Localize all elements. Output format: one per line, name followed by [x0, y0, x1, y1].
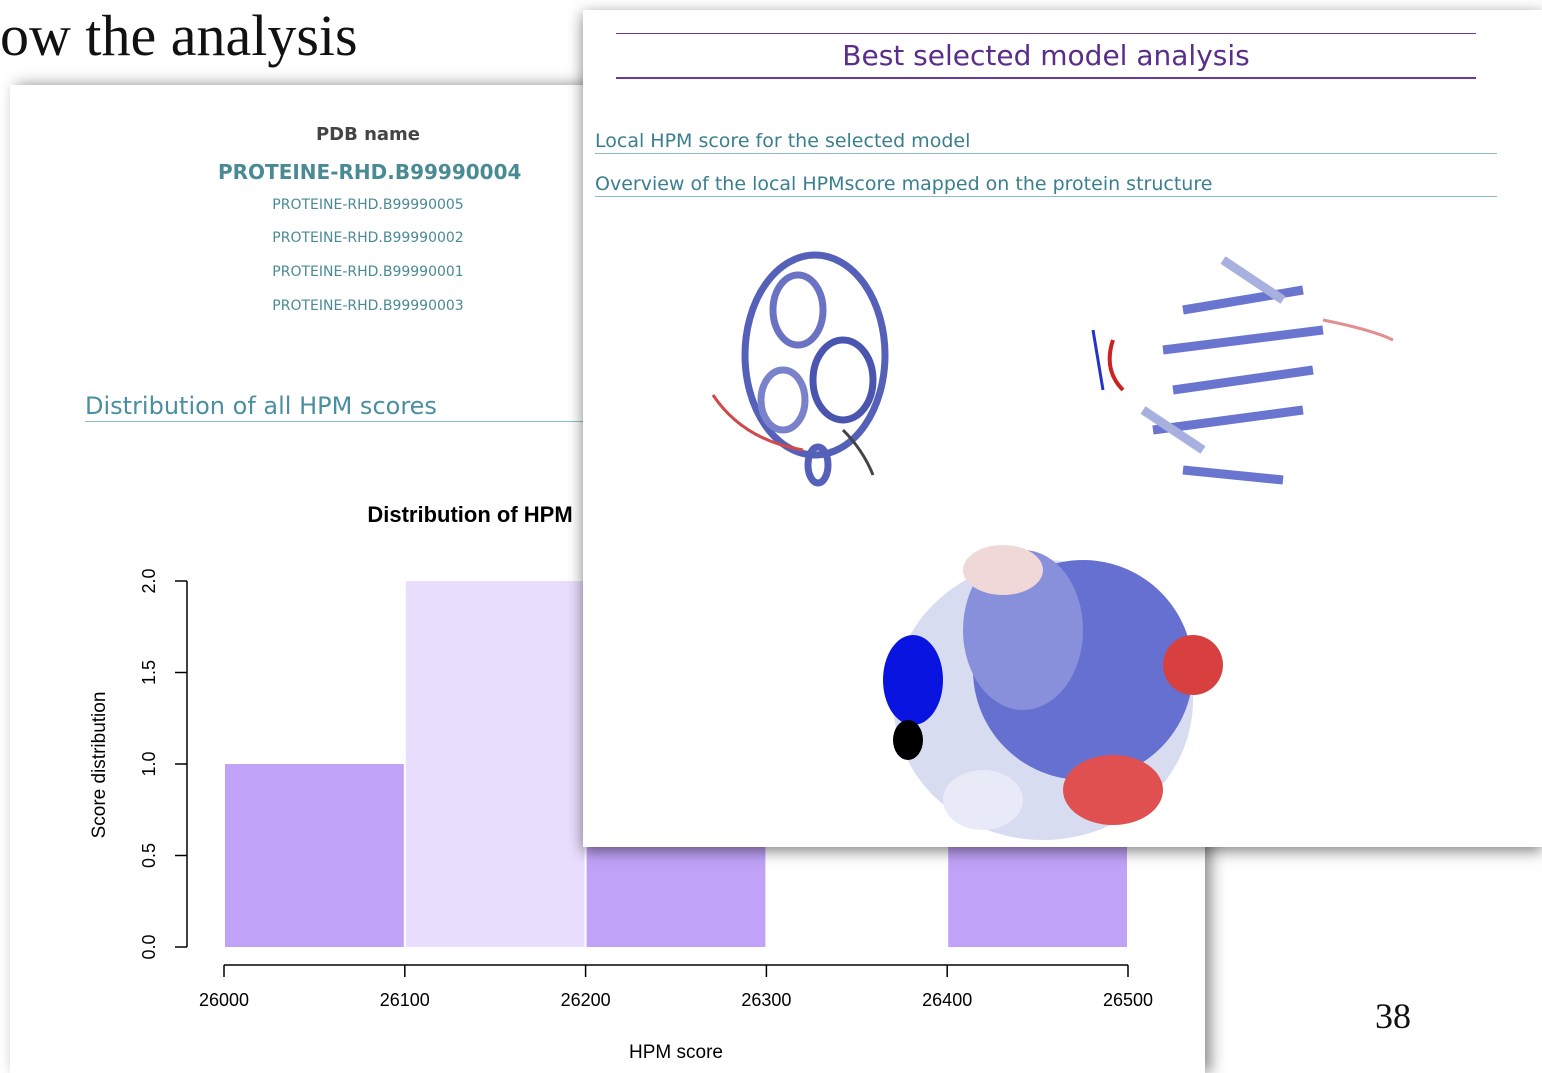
- x-tick-label: 26400: [922, 990, 972, 1010]
- protein-images: [583, 10, 1542, 847]
- x-tick-label: 26000: [199, 990, 249, 1010]
- model-analysis-panel: Best selected model analysis Local HPM s…: [583, 10, 1542, 847]
- protein-cartoon-top: [713, 255, 885, 483]
- y-tick-label: 2.0: [139, 568, 159, 593]
- bar: [406, 581, 585, 947]
- y-tick-label: 0.0: [139, 934, 159, 959]
- y-tick-label: 0.5: [139, 843, 159, 868]
- x-tick-label: 26100: [380, 990, 430, 1010]
- y-axis-label: Score distribution: [89, 692, 110, 839]
- protein-cartoon-side: [1093, 260, 1393, 480]
- x-axis-label: HPM score: [629, 1042, 723, 1063]
- chart-title: Distribution of HPM: [367, 502, 572, 527]
- x-tick-label: 26500: [1103, 990, 1153, 1010]
- protein-surface: [883, 545, 1223, 840]
- bar: [225, 764, 404, 947]
- page: ow the analysis 38 PDB name PROTEINE-RHD…: [0, 0, 1542, 1073]
- x-tick-label: 26200: [561, 990, 611, 1010]
- y-tick-label: 1.5: [139, 660, 159, 685]
- y-tick-label: 1.0: [139, 751, 159, 776]
- x-tick-label: 26300: [741, 990, 791, 1010]
